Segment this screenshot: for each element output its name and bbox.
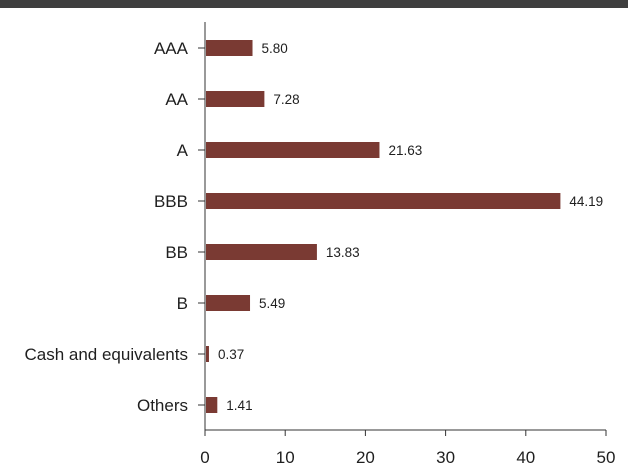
value-label: 1.41 <box>226 398 252 413</box>
bar <box>206 295 251 311</box>
category-label: Others <box>137 396 188 415</box>
axes-group: 0 10 20 30 40 50 <box>198 22 615 467</box>
category-label: Cash and equivalents <box>24 345 188 364</box>
category-label: AA <box>165 90 188 109</box>
x-tick-label: 0 <box>200 448 209 467</box>
category-label: AAA <box>154 39 189 58</box>
value-label: 44.19 <box>569 194 603 209</box>
x-tick-label: 50 <box>597 448 616 467</box>
bar <box>206 142 380 158</box>
x-tick-label: 30 <box>436 448 455 467</box>
category-label: B <box>177 294 188 313</box>
bar <box>206 91 265 107</box>
bar <box>206 40 253 56</box>
category-label: A <box>177 141 189 160</box>
x-tick-label: 20 <box>356 448 375 467</box>
x-tick-label: 10 <box>276 448 295 467</box>
value-label: 21.63 <box>388 143 422 158</box>
bar <box>206 193 561 209</box>
bar <box>206 397 218 413</box>
value-label: 5.80 <box>262 41 288 56</box>
value-labels-group: 5.80 7.28 21.63 44.19 13.83 5.49 0.37 1.41 <box>218 41 603 413</box>
bars-group <box>206 40 561 413</box>
value-label: 7.28 <box>273 92 299 107</box>
bar <box>206 346 209 362</box>
value-label: 5.49 <box>259 296 285 311</box>
category-label: BBB <box>154 192 188 211</box>
x-tick-label: 40 <box>516 448 535 467</box>
value-label: 13.83 <box>326 245 360 260</box>
value-label: 0.37 <box>218 347 244 362</box>
category-label: BB <box>165 243 188 262</box>
top-rule <box>0 0 628 8</box>
bar <box>206 244 317 260</box>
